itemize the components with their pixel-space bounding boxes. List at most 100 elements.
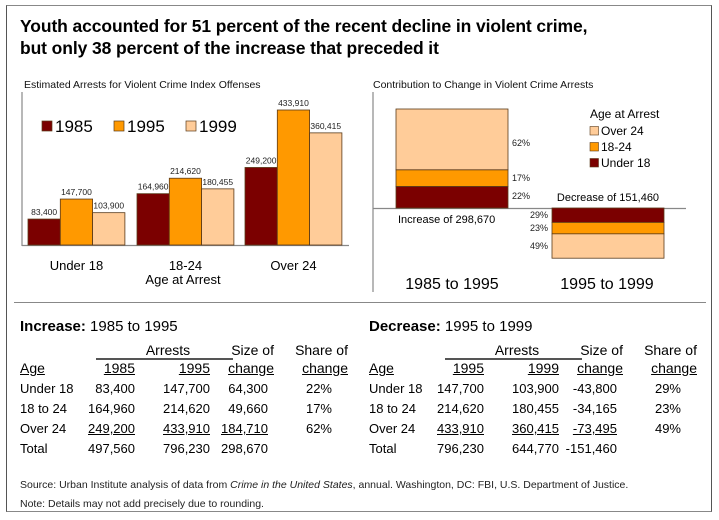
bar-value-label: 433,910 bbox=[278, 98, 309, 108]
bar-1985-under-18 bbox=[27, 218, 61, 246]
source-prefix: Source: Urban Institute analysis of data… bbox=[20, 479, 231, 491]
bar-1985-18-24 bbox=[136, 193, 170, 246]
section-divider bbox=[14, 302, 706, 303]
rounding-note: Note: Details may not add precisely due … bbox=[20, 498, 264, 510]
category-label-1995-1999: 1995 to 1999 bbox=[560, 276, 654, 293]
bar-value-label: 214,620 bbox=[170, 166, 201, 176]
legend-label-1995: 1995 bbox=[127, 117, 165, 136]
legend-swatch-under-18 bbox=[589, 158, 599, 168]
x-tick-label: 18-24 bbox=[169, 258, 202, 273]
increase-segment-over-24 bbox=[395, 108, 509, 171]
cell-share-of-change: 62% bbox=[305, 421, 332, 436]
table-heading-bold: Increase: bbox=[20, 318, 86, 335]
cell-arrests-year-2: 433,910 bbox=[163, 421, 210, 436]
increase-share-label: 62% bbox=[512, 138, 530, 148]
column-header-year-2: 1999 bbox=[527, 360, 559, 376]
figure-title: Youth accounted for 51 percent of the re… bbox=[20, 15, 587, 59]
decrease-share-label: 29% bbox=[530, 210, 548, 220]
decrease-total-label: Decrease of 151,460 bbox=[557, 192, 659, 204]
title-line-1: Youth accounted for 51 percent of the re… bbox=[20, 16, 588, 36]
contribution-chart: Contribution to Change in Violent Crime … bbox=[372, 79, 686, 293]
table-heading-period: 1995 to 1999 bbox=[440, 318, 533, 335]
legend-swatch-1985 bbox=[41, 120, 53, 132]
cell-arrests-year-1: 83,400 bbox=[95, 381, 135, 396]
decrease-segment-under-18 bbox=[551, 207, 665, 223]
row-label: 18 to 24 bbox=[20, 401, 67, 416]
cell-size-of-change: 184,710 bbox=[221, 421, 268, 436]
cell-size-of-change: 49,660 bbox=[228, 401, 268, 416]
arrests-group-header: Arrests bbox=[494, 342, 540, 358]
bar-1999-18-24 bbox=[201, 188, 235, 246]
bar-1999-over-24 bbox=[309, 132, 343, 246]
bar-1995-18-24 bbox=[168, 177, 203, 246]
arrests-group-header: Arrests bbox=[145, 342, 191, 358]
cell-share-of-change: 22% bbox=[305, 381, 332, 396]
legend-swatch-18-24 bbox=[589, 142, 599, 152]
cell-arrests-year-2: 180,455 bbox=[512, 401, 559, 416]
row-label: Under 18 bbox=[369, 381, 423, 396]
increase-table: Increase: 1985 to 1995 Arrests Age 1985 1995… bbox=[20, 318, 360, 458]
cell-size-of-change: -43,800 bbox=[572, 381, 617, 396]
column-header-size-change: change bbox=[228, 360, 274, 376]
bar-1995-under-18 bbox=[59, 198, 93, 246]
right-chart-title: Contribution to Change in Violent Crime … bbox=[373, 79, 593, 91]
cell-arrests-year-2: 214,620 bbox=[163, 401, 210, 416]
legend-label-1985: 1985 bbox=[55, 117, 93, 136]
table-heading: Decrease: 1995 to 1999 bbox=[369, 318, 532, 336]
increase-share-label: 17% bbox=[512, 173, 530, 183]
decrease-segment-over-24 bbox=[551, 233, 665, 259]
decrease-table: Decrease: 1995 to 1999 Arrests Age 1995 1999… bbox=[369, 318, 709, 458]
column-header-size-change: change bbox=[577, 360, 623, 376]
left-x-axis-label: Age at Arrest bbox=[145, 272, 221, 287]
cell-arrests-year-2: 796,230 bbox=[163, 441, 210, 456]
row-label: Total bbox=[20, 441, 48, 456]
cell-arrests-year-1: 497,560 bbox=[88, 441, 135, 456]
bar-1999-under-18 bbox=[92, 212, 126, 246]
column-header-share-of: Share of bbox=[644, 342, 697, 358]
right-legend: Age at Arrest Over 24 18-24 Under 18 bbox=[589, 107, 660, 170]
left-chart-title: Estimated Arrests for Violent Crime Inde… bbox=[24, 79, 261, 91]
arrests-group-rule bbox=[445, 358, 582, 360]
left-legend: 1985 1995 1999 bbox=[41, 117, 237, 136]
legend-label: 18-24 bbox=[601, 140, 632, 154]
figure-frame bbox=[6, 5, 712, 512]
table-heading-period: 1985 to 1995 bbox=[85, 318, 178, 335]
decrease-segment-18-24 bbox=[551, 222, 665, 235]
row-label: Over 24 bbox=[20, 421, 67, 436]
cell-size-of-change: 64,300 bbox=[228, 381, 268, 396]
cell-arrests-year-1: 796,230 bbox=[437, 441, 484, 456]
bar-value-label: 164,960 bbox=[138, 182, 169, 192]
right-bars: 22% 17% 62% Increase of 298,670 29% 23% 49% Dec… bbox=[395, 108, 665, 259]
cell-arrests-year-1: 433,910 bbox=[437, 421, 484, 436]
arrests-bar-chart: Estimated Arrests for Violent Crime Inde… bbox=[21, 79, 349, 287]
column-header-share-of: Share of bbox=[295, 342, 348, 358]
row-label: Under 18 bbox=[20, 381, 74, 396]
cell-size-of-change: -34,165 bbox=[572, 401, 617, 416]
right-legend-title: Age at Arrest bbox=[590, 107, 660, 121]
cell-arrests-year-2: 360,415 bbox=[512, 421, 559, 436]
charts-svg: Estimated Arrests for Violent Crime Inde… bbox=[21, 79, 686, 293]
column-header-age: Age bbox=[369, 360, 394, 376]
source-note: Source: Urban Institute analysis of data… bbox=[20, 479, 628, 491]
legend-swatch-over-24 bbox=[589, 126, 599, 136]
cell-arrests-year-1: 164,960 bbox=[88, 401, 135, 416]
bar-value-label: 360,415 bbox=[310, 121, 341, 131]
cell-arrests-year-1: 249,200 bbox=[88, 421, 135, 436]
column-header-age: Age bbox=[20, 360, 45, 376]
bar-value-label: 147,700 bbox=[61, 187, 92, 197]
arrests-group-rule bbox=[96, 358, 233, 360]
cell-share-of-change: 29% bbox=[654, 381, 681, 396]
left-x-tick-labels: Under 18 18-24 Over 24 bbox=[50, 258, 317, 273]
increase-share-label: 22% bbox=[512, 191, 530, 201]
cell-arrests-year-2: 103,900 bbox=[512, 381, 559, 396]
title-line-2: but only 38 percent of the increase that… bbox=[20, 38, 439, 58]
column-header-size-of: Size of bbox=[580, 342, 623, 358]
bar-value-label: 249,200 bbox=[246, 155, 277, 165]
legend-label-1999: 1999 bbox=[199, 117, 237, 136]
legend-swatch-1995 bbox=[113, 120, 125, 132]
decrease-share-label: 23% bbox=[530, 223, 548, 233]
cell-size-of-change: 298,670 bbox=[221, 441, 268, 456]
source-suffix: , annual. Washington, DC: FBI, U.S. Depa… bbox=[352, 479, 629, 491]
column-header-year-1: 1985 bbox=[103, 360, 135, 376]
bar-value-label: 180,455 bbox=[202, 177, 233, 187]
